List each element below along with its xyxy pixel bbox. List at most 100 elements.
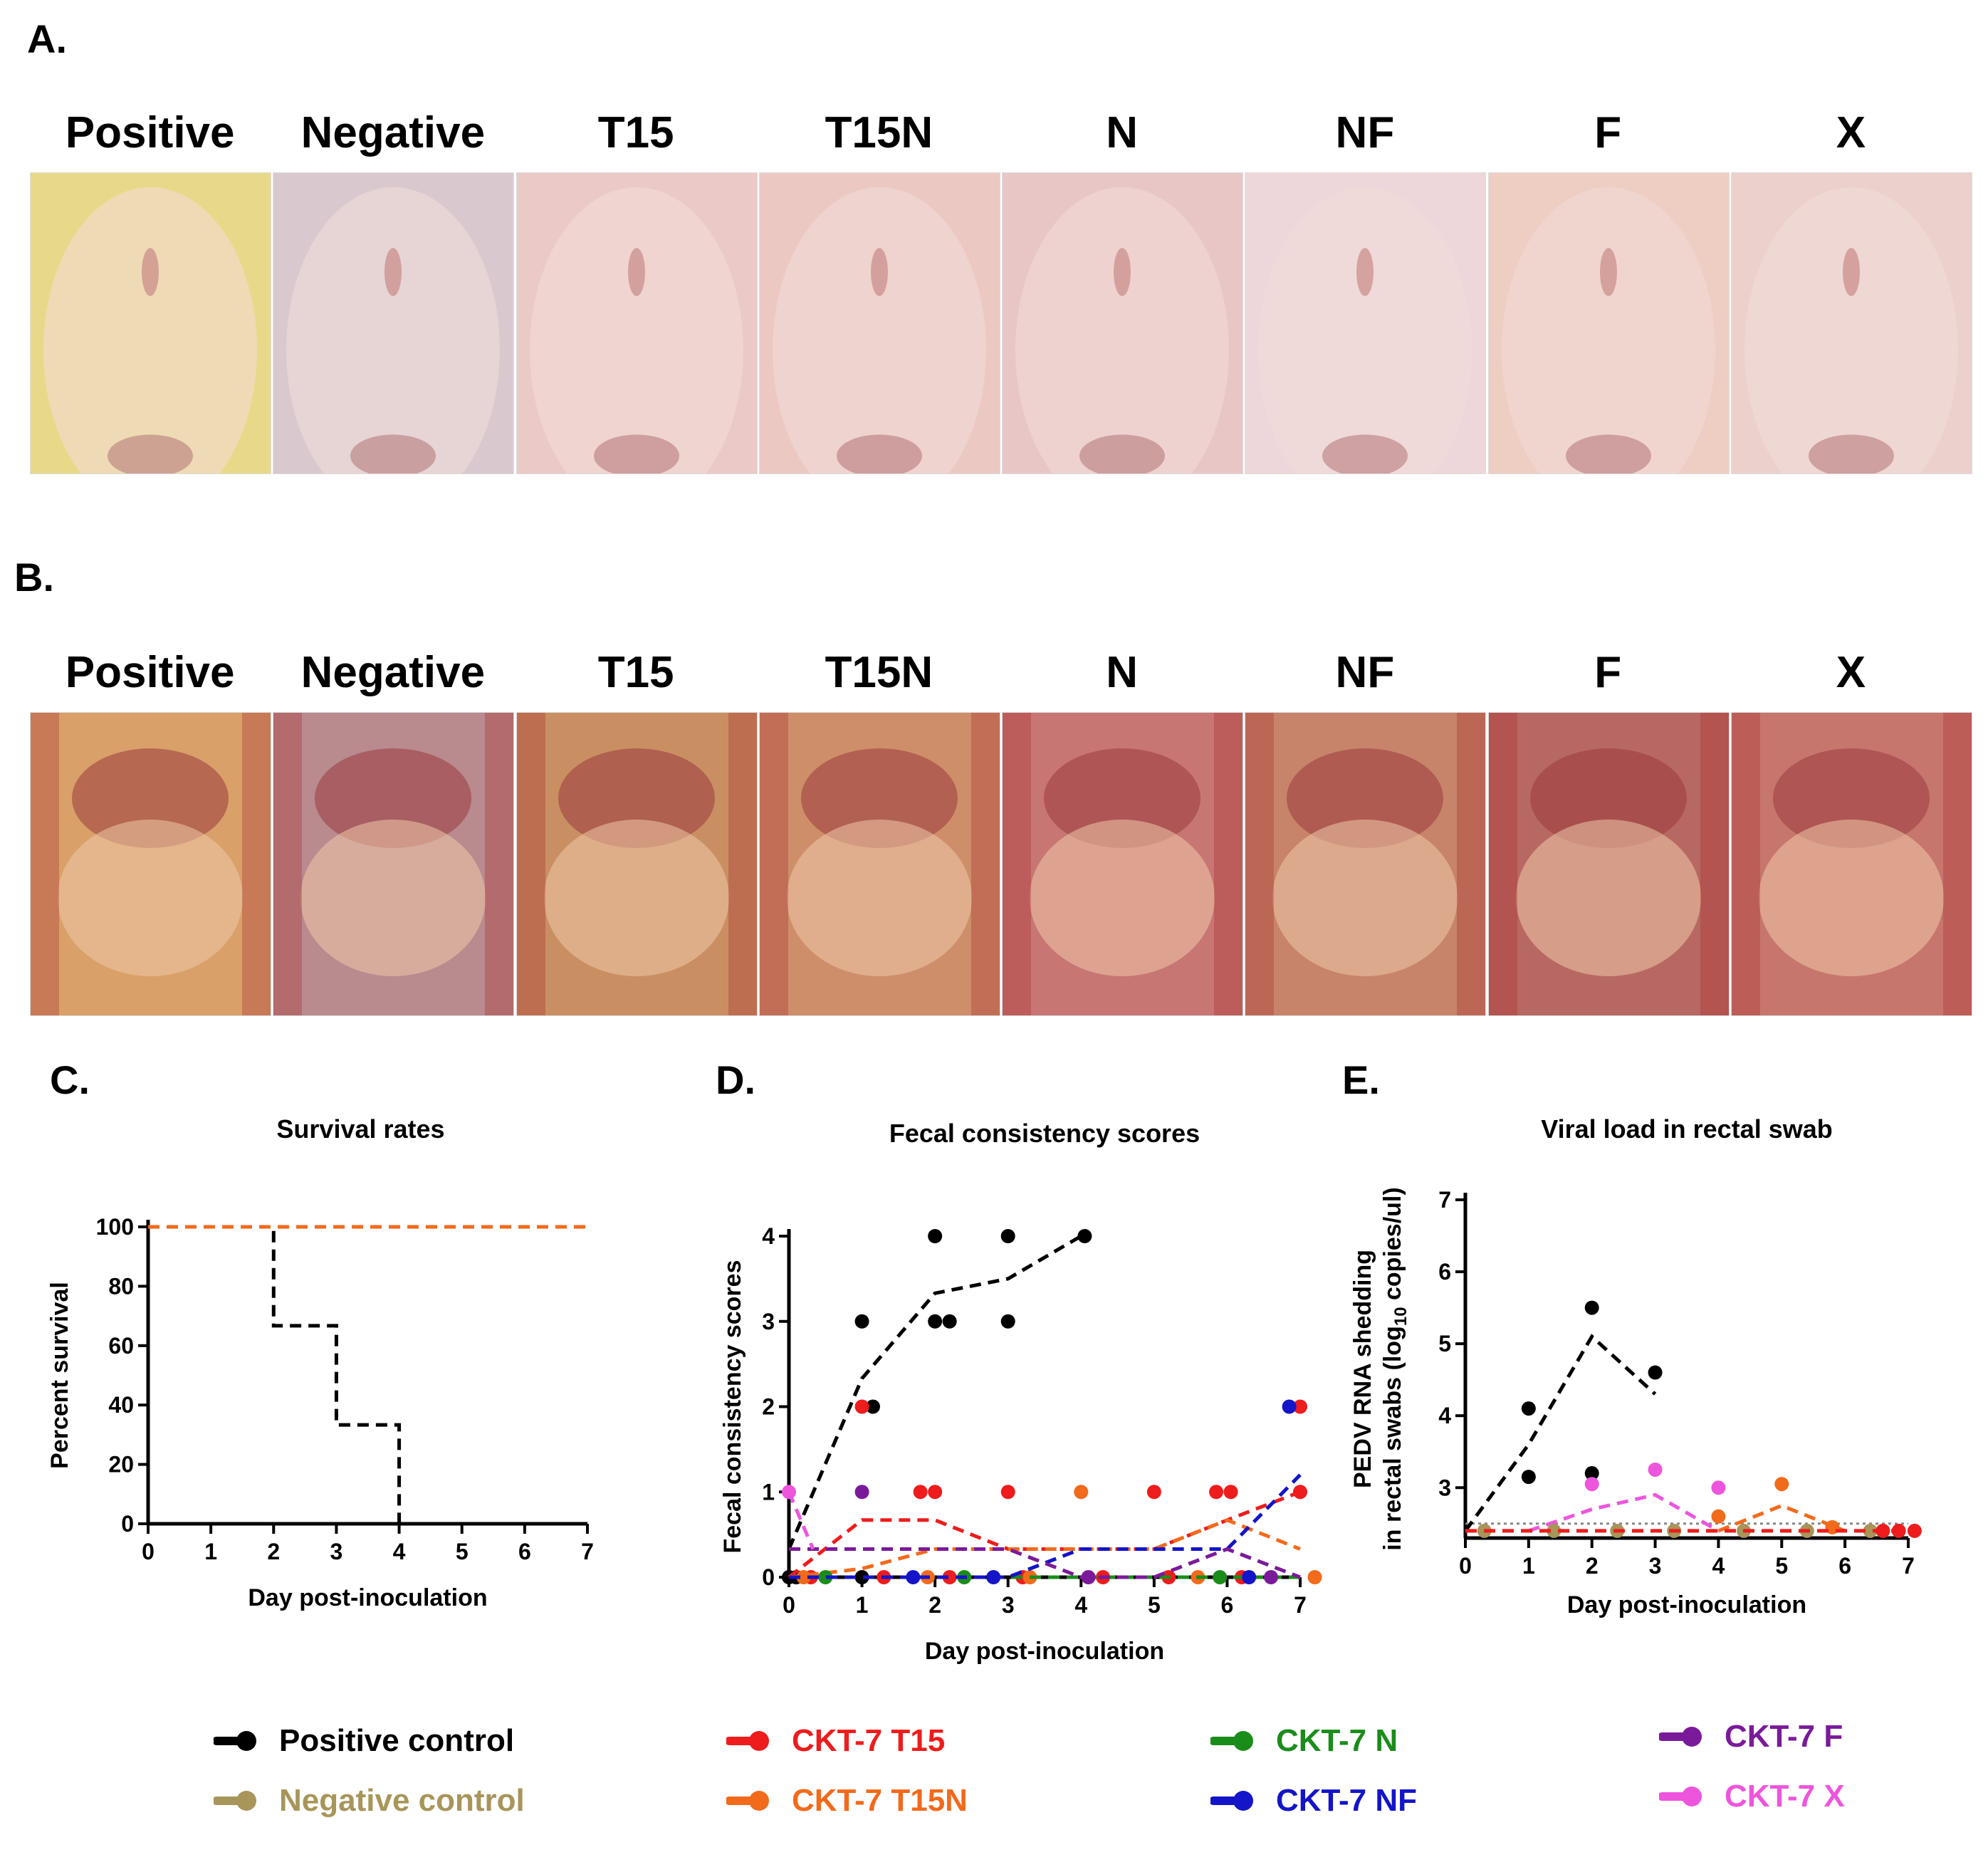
legend-marker (1659, 1727, 1702, 1747)
data-point (928, 1229, 943, 1243)
data-point (865, 1399, 880, 1414)
x-tick-label: 6 (1838, 1553, 1851, 1579)
x-tick-label: 0 (1459, 1553, 1472, 1579)
y-tick-label: 1 (762, 1479, 775, 1505)
data-point (1521, 1470, 1536, 1485)
x-tick-label: 4 (393, 1539, 406, 1564)
panel-d-letter: D. (716, 1057, 755, 1102)
legend-item-positive-control: Positive control (214, 1723, 514, 1759)
x-tick-label: 5 (1148, 1592, 1161, 1618)
x-tick-label: 2 (267, 1539, 280, 1564)
data-point (1648, 1462, 1663, 1477)
y-tick-label: 40 (108, 1392, 134, 1418)
x-tick-label: 6 (518, 1539, 531, 1564)
data-point (986, 1570, 1001, 1584)
x-tick-label: 1 (1522, 1553, 1535, 1579)
photo-label-b-5: N (1106, 648, 1139, 697)
data-point (1282, 1399, 1297, 1414)
x-tick-label: 2 (1586, 1553, 1599, 1579)
legend: Positive control Negative control CKT-7 T1… (0, 1719, 1988, 1866)
x-tick-label: 7 (1902, 1553, 1915, 1579)
data-point (782, 1485, 796, 1500)
photo-cell-b-2: Negative (271, 648, 515, 1018)
x-tick-label: 6 (1221, 1592, 1234, 1618)
legend-marker (1659, 1787, 1702, 1806)
series-line (1528, 1492, 1720, 1533)
photo-cell-a-6: NF (1243, 108, 1487, 478)
data-point (1648, 1365, 1663, 1380)
legend-item-ckt-7-t15: CKT-7 T15 (726, 1723, 945, 1759)
y-axis-label-line2-suffix: copies/ul) (1379, 1187, 1406, 1307)
y-tick-label: 3 (762, 1309, 775, 1334)
y-axis-label-line2: in rectal swabs (log10 copies/ul) (1379, 1187, 1411, 1550)
legend-marker (726, 1791, 769, 1811)
y-tick-label: 60 (108, 1333, 134, 1359)
chart-1: Survival rates 0 1 2 3 4 5 6 7 0 20 40 60 80 100 Day po… (46, 1114, 594, 1611)
x-tick-label: 5 (456, 1539, 469, 1564)
x-tick-label: 3 (1649, 1553, 1662, 1579)
data-point (1263, 1570, 1278, 1584)
y-axis-label-line2-prefix: in rectal swabs (log (1379, 1326, 1406, 1551)
data-point (906, 1570, 921, 1584)
data-point (1000, 1229, 1015, 1243)
series-ckt-7-x (1528, 1462, 1726, 1533)
y-axis-label-3: PEDV RNA shedding (1349, 1250, 1376, 1488)
data-point (1521, 1401, 1536, 1416)
chart-title-2: Fecal consistency scores (889, 1119, 1200, 1148)
y-tick-label: 100 (96, 1214, 134, 1240)
series-ckt-7-x (782, 1485, 815, 1550)
photo-label-a-6: NF (1335, 108, 1395, 157)
data-point (1293, 1399, 1307, 1414)
y-tick-label: 0 (762, 1564, 775, 1590)
legend-label: CKT-7 T15 (792, 1723, 946, 1758)
data-point (818, 1570, 833, 1584)
photo-label-a-3: T15 (597, 108, 674, 157)
legend-marker (1210, 1791, 1253, 1811)
chart-2: Fecal consistency scores 0 1 2 3 4 5 6 7 0 1 2 3 4 Day… (719, 1119, 1322, 1665)
data-point (942, 1314, 957, 1329)
x-tick-label: 4 (1074, 1592, 1087, 1618)
series-line (788, 1518, 1301, 1579)
legend-label: CKT-7 T15N (792, 1783, 968, 1818)
x-tick-label: 5 (1775, 1553, 1788, 1579)
x-axis-label-2: Day post-inoculation (925, 1638, 1164, 1665)
perianal-photo-7 (1487, 172, 1730, 474)
panel-c-letter: C. (50, 1057, 90, 1102)
y-tick-label: 20 (108, 1452, 134, 1478)
y-tick-label: 6 (1438, 1259, 1451, 1285)
photo-cell-a-7: F (1487, 108, 1730, 478)
series-line (789, 1473, 1302, 1579)
y-tick-label: 0 (121, 1511, 134, 1537)
panel-b-photo-row: Positive Negative T15 T15N N NF F X (28, 648, 1972, 1018)
necropsy-photo-2 (273, 712, 515, 1016)
necropsy-photo-1 (30, 712, 271, 1016)
series-line (148, 1225, 402, 1524)
data-point (854, 1399, 869, 1414)
data-point (1774, 1477, 1789, 1492)
legend-label: CKT-7 N (1276, 1723, 1398, 1758)
x-tick-label: 0 (142, 1539, 155, 1564)
photo-cell-a-2: Negative (271, 108, 515, 478)
photo-label-b-4: T15N (825, 648, 933, 697)
legend-item-ckt-7-t15n: CKT-7 T15N (726, 1783, 968, 1819)
perianal-photo-3 (516, 172, 758, 474)
x-tick-label: 7 (581, 1539, 594, 1564)
data-point (854, 1485, 869, 1500)
data-point (1584, 1477, 1599, 1492)
necropsy-photo-6 (1245, 712, 1487, 1016)
photo-cell-b-4: T15N (758, 648, 1000, 1018)
data-point (1875, 1523, 1890, 1538)
necropsy-photo-4 (758, 712, 1000, 1016)
x-tick-label: 3 (1002, 1592, 1015, 1618)
photo-cell-a-4: T15N (758, 108, 1000, 478)
legend-label: Positive control (279, 1723, 515, 1758)
y-tick-label: 7 (1438, 1187, 1451, 1213)
series-line (788, 1490, 1301, 1579)
data-point (1223, 1485, 1238, 1500)
photo-cell-b-3: T15 (515, 648, 758, 1018)
photo-cell-a-1: Positive (28, 108, 271, 478)
necropsy-photo-8 (1730, 712, 1972, 1016)
necropsy-photo-5 (1002, 712, 1243, 1016)
legend-item-ckt-7-x: CKT-7 X (1659, 1779, 1845, 1814)
y-tick-label: 2 (762, 1394, 775, 1420)
